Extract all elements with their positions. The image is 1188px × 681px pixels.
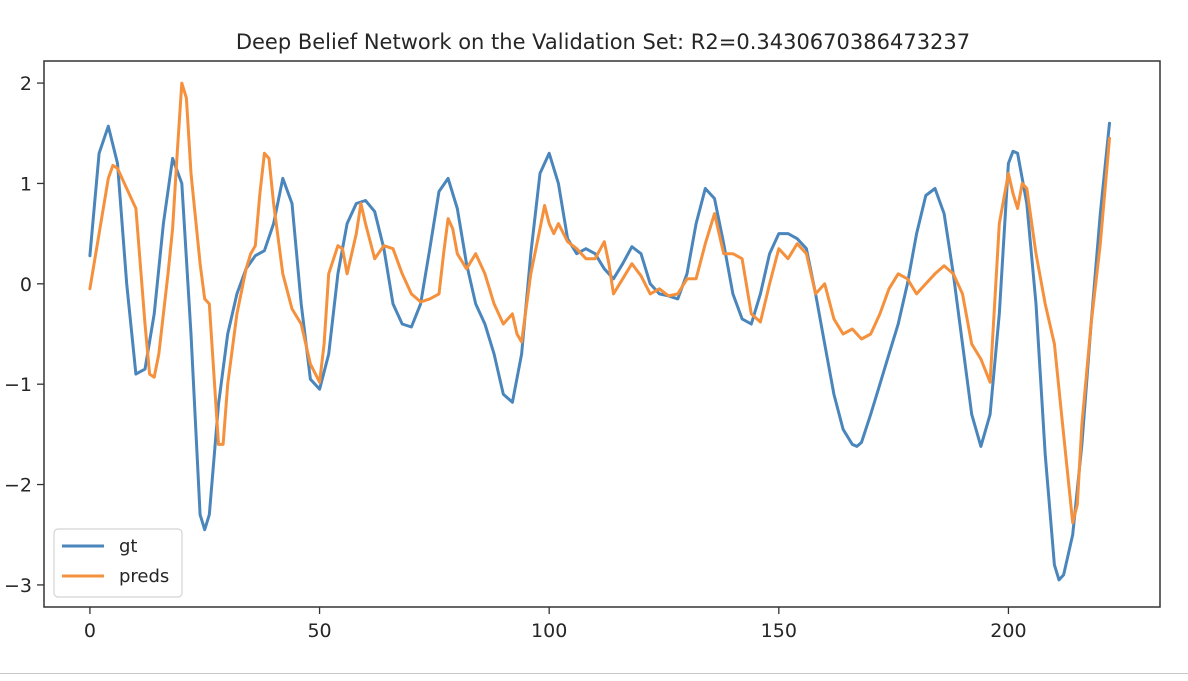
plot-frame [43,60,1161,608]
x-axis: 0 50 100 150 200 [84,607,1027,642]
series-line-preds [88,81,1111,525]
x-tick-label: 150 [761,620,797,642]
bottom-divider [0,673,1188,674]
y-tick-label: −2 [4,475,32,497]
x-tick-label: 100 [531,620,567,642]
y-axis: 2 1 0 −1 −2 −3 [4,73,44,597]
legend: gt preds [53,528,183,598]
y-tick-label: 2 [20,73,32,95]
legend-label-gt: gt [119,536,137,557]
y-tick-label: 0 [20,274,32,296]
x-tick-label: 50 [307,620,331,642]
x-tick-label: 0 [84,620,96,642]
legend-label-preds: preds [119,566,169,587]
series-line-gt [88,121,1111,582]
y-tick-label: −1 [4,374,32,396]
chart-title: Deep Belief Network on the Validation Se… [236,30,970,54]
y-tick-label: −3 [4,575,32,597]
x-tick-label: 200 [990,620,1026,642]
plot-lines [88,81,1111,582]
y-tick-label: 1 [20,173,32,195]
